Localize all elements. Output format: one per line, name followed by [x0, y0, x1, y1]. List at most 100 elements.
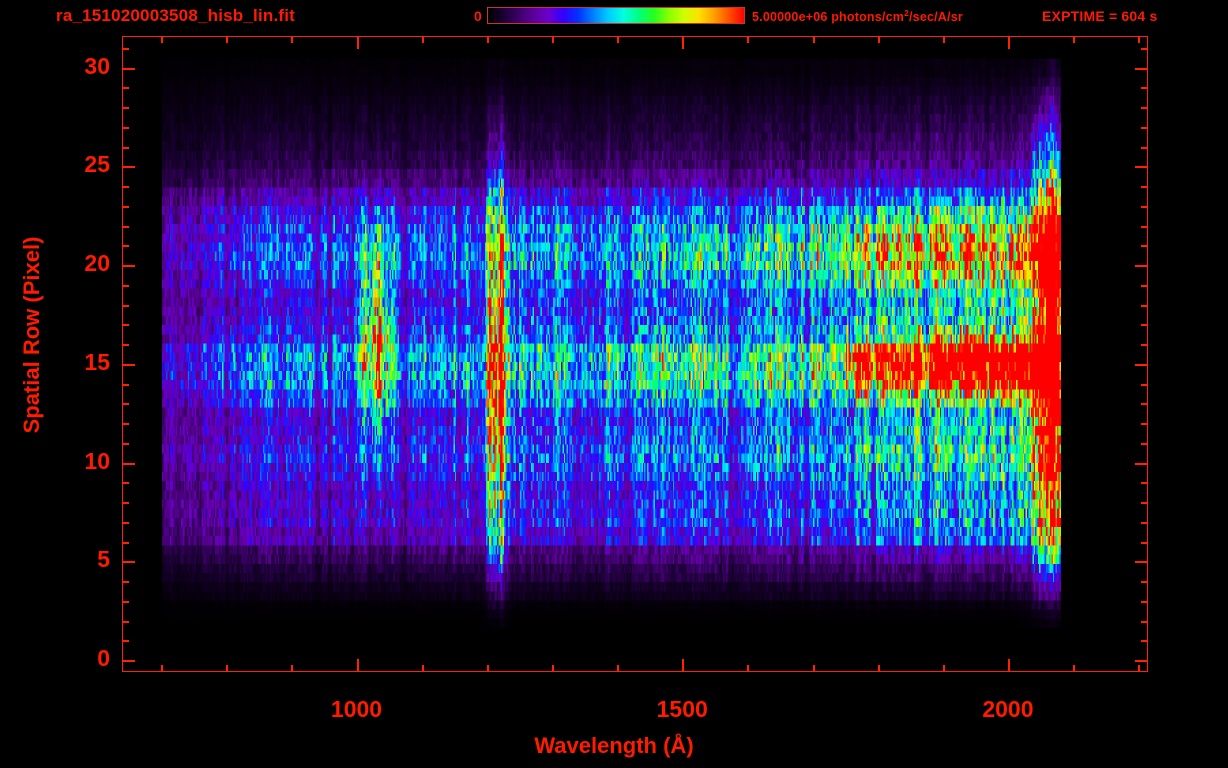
y-major-tick-right: [1135, 463, 1148, 465]
y-minor-tick-right: [1141, 621, 1148, 623]
y-minor-tick-right: [1141, 384, 1148, 386]
y-minor-tick: [122, 87, 129, 89]
y-minor-tick-right: [1141, 285, 1148, 287]
y-minor-tick: [122, 542, 129, 544]
x-minor-tick-top: [226, 36, 228, 43]
y-minor-tick-right: [1141, 324, 1148, 326]
x-minor-tick-top: [161, 36, 163, 43]
y-minor-tick: [122, 423, 129, 425]
y-minor-tick-right: [1141, 107, 1148, 109]
y-minor-tick: [122, 403, 129, 405]
x-minor-tick: [552, 665, 554, 672]
x-minor-tick: [617, 665, 619, 672]
x-minor-tick: [1073, 665, 1075, 672]
x-major-tick-top: [1008, 36, 1010, 49]
x-major-tick: [682, 659, 684, 672]
y-major-tick-right: [1135, 561, 1148, 563]
y-minor-tick: [122, 324, 129, 326]
x-minor-tick-top: [813, 36, 815, 43]
x-major-tick-top: [682, 36, 684, 49]
plot-area: [123, 37, 1147, 671]
x-minor-tick: [161, 665, 163, 672]
y-major-tick-right: [1135, 68, 1148, 70]
x-major-tick: [357, 659, 359, 672]
y-major-tick: [122, 166, 135, 168]
y-tick-label: 0: [97, 645, 110, 672]
page-title: ra_151020003508_hisb_lin.fit: [56, 6, 296, 25]
y-major-tick: [122, 463, 135, 465]
x-minor-tick-top: [617, 36, 619, 43]
x-tick-label: 1500: [656, 696, 708, 722]
colorbar-max-label: 5.00000e+06 photons/cm2/sec/A/sr: [752, 8, 963, 24]
y-major-tick-right: [1135, 364, 1148, 366]
colorbar: [487, 7, 745, 24]
x-minor-tick-top: [291, 36, 293, 43]
y-major-tick-right: [1135, 265, 1148, 267]
y-minor-tick-right: [1141, 640, 1148, 642]
y-minor-tick: [122, 443, 129, 445]
x-minor-tick: [422, 665, 424, 672]
colorbar-max-value: 5.00000e+06: [752, 10, 828, 25]
y-minor-tick: [122, 305, 129, 307]
y-minor-tick: [122, 127, 129, 129]
x-minor-tick: [747, 665, 749, 672]
y-minor-tick-right: [1141, 502, 1148, 504]
y-minor-tick-right: [1141, 423, 1148, 425]
y-minor-tick: [122, 107, 129, 109]
y-minor-tick: [122, 344, 129, 346]
y-minor-tick: [122, 621, 129, 623]
y-minor-tick-right: [1141, 482, 1148, 484]
y-tick-label: 25: [84, 151, 110, 178]
x-tick-label: 2000: [982, 696, 1034, 722]
y-minor-tick-right: [1141, 48, 1148, 50]
x-minor-tick: [878, 665, 880, 672]
y-tick-label: 20: [84, 250, 110, 277]
y-major-tick: [122, 364, 135, 366]
y-minor-tick-right: [1141, 206, 1148, 208]
x-minor-tick: [291, 665, 293, 672]
y-minor-tick: [122, 522, 129, 524]
y-minor-tick-right: [1141, 245, 1148, 247]
x-minor-tick-top: [552, 36, 554, 43]
y-minor-tick-right: [1141, 305, 1148, 307]
y-minor-tick: [122, 384, 129, 386]
y-minor-tick-right: [1141, 87, 1148, 89]
x-minor-tick: [943, 665, 945, 672]
x-major-tick: [1008, 659, 1010, 672]
y-minor-tick-right: [1141, 542, 1148, 544]
y-major-tick: [122, 68, 135, 70]
y-minor-tick-right: [1141, 226, 1148, 228]
y-minor-tick: [122, 502, 129, 504]
y-major-tick: [122, 265, 135, 267]
y-major-tick: [122, 561, 135, 563]
x-minor-tick: [226, 665, 228, 672]
y-minor-tick-right: [1141, 403, 1148, 405]
y-axis-title: Spatial Row (Pixel): [19, 236, 44, 434]
plot-frame: [122, 36, 1148, 672]
y-minor-tick-right: [1141, 127, 1148, 129]
y-tick-label: 10: [84, 447, 110, 474]
y-minor-tick-right: [1141, 581, 1148, 583]
x-minor-tick-top: [878, 36, 880, 43]
y-minor-tick: [122, 245, 129, 247]
y-minor-tick: [122, 601, 129, 603]
y-minor-tick: [122, 186, 129, 188]
y-minor-tick-right: [1141, 522, 1148, 524]
y-minor-tick: [122, 206, 129, 208]
y-tick-label: 15: [84, 348, 110, 375]
y-minor-tick-right: [1141, 601, 1148, 603]
y-minor-tick: [122, 640, 129, 642]
y-tick-label: 30: [84, 52, 110, 79]
x-minor-tick: [1138, 665, 1140, 672]
y-minor-tick: [122, 581, 129, 583]
y-minor-tick-right: [1141, 344, 1148, 346]
x-major-tick-top: [357, 36, 359, 49]
y-minor-tick: [122, 147, 129, 149]
y-minor-tick-right: [1141, 443, 1148, 445]
y-tick-label: 5: [97, 546, 110, 573]
x-minor-tick-top: [943, 36, 945, 43]
y-minor-tick-right: [1141, 186, 1148, 188]
x-minor-tick: [487, 665, 489, 672]
y-major-tick-right: [1135, 166, 1148, 168]
